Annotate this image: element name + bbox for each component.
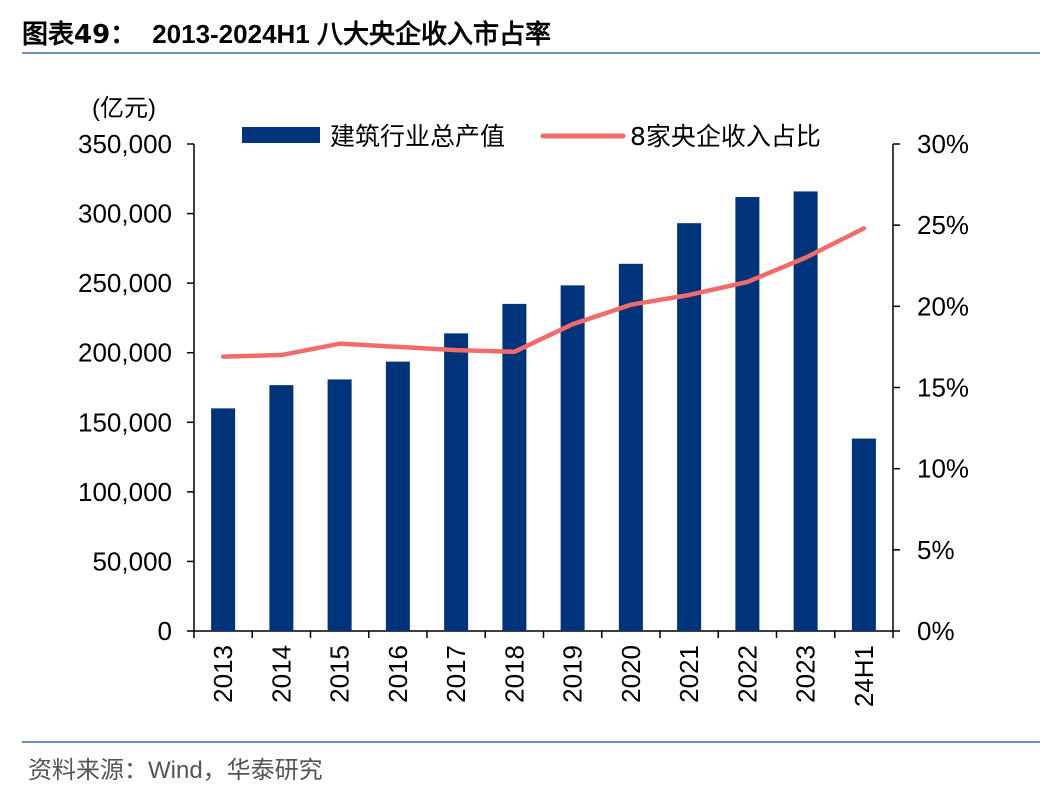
- bar-2021: [677, 223, 702, 631]
- right-tick-label: 5%: [917, 535, 955, 565]
- figure-header: 图表49： 2013-2024H1 八大央企收入市占率: [22, 14, 1026, 54]
- bar-2013: [211, 408, 236, 631]
- x-tick-label: 2014: [266, 645, 296, 703]
- x-tick-label: 2021: [674, 645, 704, 703]
- line-point-2014: [279, 353, 283, 357]
- line-point-2016: [396, 345, 400, 349]
- left-tick-label: 50,000: [92, 546, 172, 576]
- x-tick-label: 2019: [558, 645, 588, 703]
- right-tick-label: 20%: [917, 291, 969, 321]
- line-series-share: [220, 226, 867, 359]
- line-point-2020: [629, 303, 633, 307]
- left-tick-label: 100,000: [78, 477, 172, 507]
- x-tick-label: 24H1: [849, 645, 879, 707]
- footer-rule: [22, 741, 1040, 743]
- bar-2018: [502, 303, 527, 631]
- line-point-2019: [571, 322, 575, 326]
- left-tick-label: 150,000: [78, 407, 172, 437]
- x-tick-label: 2023: [791, 645, 821, 703]
- x-tick-label: 2015: [325, 645, 355, 703]
- left-tick-label: 300,000: [78, 199, 172, 229]
- bar-2023: [793, 191, 818, 632]
- figure-number: 图表49：: [22, 20, 137, 50]
- x-tick-label: 2017: [441, 645, 471, 703]
- line-point-2013: [221, 355, 225, 359]
- x-tick-label: 2016: [383, 645, 413, 703]
- right-tick-label: 15%: [917, 373, 969, 403]
- chart-canvas: 350,000 300,000 250,000 200,000 150,000 100,0…: [78, 122, 969, 707]
- left-tick-label: 250,000: [78, 268, 172, 298]
- bar-2016: [385, 361, 410, 631]
- right-tick-label: 30%: [917, 129, 969, 159]
- line-point-24H1: [862, 226, 866, 230]
- header-rule: [22, 52, 1040, 54]
- left-axis-unit: (亿元): [92, 95, 156, 122]
- bar-2017: [444, 333, 469, 631]
- bar-2014: [269, 385, 294, 631]
- source-note: 资料来源：Wind，华泰研究: [28, 757, 323, 784]
- bar-2015: [327, 379, 352, 631]
- x-tick-label: 2018: [499, 645, 529, 703]
- x-tick-label: 2022: [732, 645, 762, 703]
- legend-swatch-bar: [242, 127, 320, 143]
- legend-label-line: 8家央企收入占比: [630, 122, 821, 151]
- legend-label-bar: 建筑行业总产值: [330, 122, 505, 151]
- left-tick-label: 350,000: [78, 129, 172, 159]
- bar-2020: [618, 263, 643, 631]
- figure-title: 2013-2024H1 八大央企收入市占率: [152, 19, 551, 49]
- line-point-2021: [687, 293, 691, 297]
- x-tick-label: 2020: [616, 645, 646, 703]
- line-point-2015: [338, 342, 342, 346]
- bar-2019: [560, 285, 585, 631]
- bar-2022: [735, 197, 760, 631]
- x-tick-label: 2013: [208, 645, 238, 703]
- right-tick-label: 25%: [917, 210, 969, 240]
- left-tick-label: 0: [158, 616, 172, 646]
- right-tick-label: 10%: [917, 454, 969, 484]
- right-tick-label: 0%: [917, 616, 955, 646]
- line-point-2022: [745, 280, 749, 284]
- line-point-2023: [804, 256, 808, 260]
- bar-24H1: [851, 438, 876, 631]
- line-point-2017: [454, 348, 458, 352]
- left-tick-label: 200,000: [78, 338, 172, 368]
- line-point-2018: [512, 350, 516, 354]
